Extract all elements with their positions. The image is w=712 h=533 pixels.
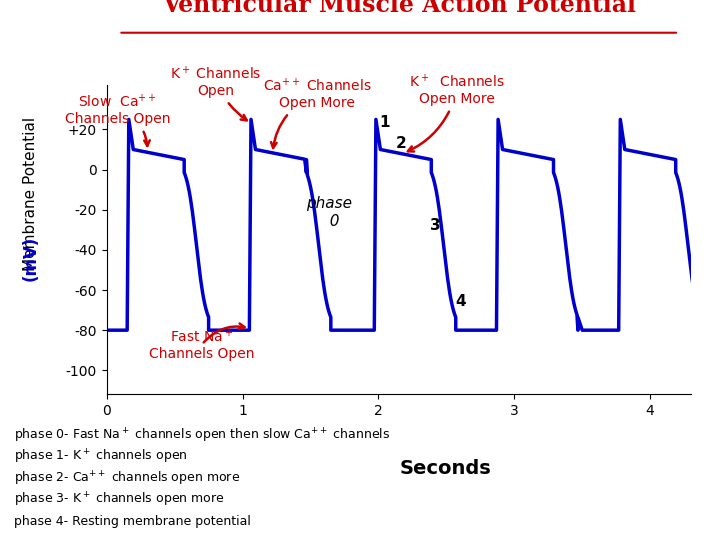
Text: (mV): (mV) <box>22 236 40 281</box>
Text: Fast Na$^+$
Channels Open: Fast Na$^+$ Channels Open <box>149 324 255 361</box>
Text: Seconds: Seconds <box>399 459 491 478</box>
Text: phase
  0: phase 0 <box>306 196 352 229</box>
Text: K$^+$  Channels
Open More: K$^+$ Channels Open More <box>408 73 505 151</box>
Text: 3: 3 <box>430 218 441 233</box>
Text: Ventricular Muscle Action Potential: Ventricular Muscle Action Potential <box>162 0 636 17</box>
Text: 1: 1 <box>379 116 390 131</box>
Text: 2: 2 <box>396 135 407 150</box>
Text: 4: 4 <box>456 294 466 309</box>
Text: phase 1- K$^+$ channels open: phase 1- K$^+$ channels open <box>14 448 188 466</box>
Text: Membrane Potential: Membrane Potential <box>23 116 38 271</box>
Text: Slow  Ca$^{++}$
Channels Open: Slow Ca$^{++}$ Channels Open <box>65 93 170 146</box>
Text: phase 4- Resting membrane potential: phase 4- Resting membrane potential <box>14 515 251 528</box>
Text: Ca$^{++}$ Channels
Open More: Ca$^{++}$ Channels Open More <box>263 77 372 148</box>
Text: phase 0- Fast Na$^+$ channels open then slow Ca$^{++}$ channels: phase 0- Fast Na$^+$ channels open then … <box>14 427 390 445</box>
Text: phase 2- Ca$^{++}$ channels open more: phase 2- Ca$^{++}$ channels open more <box>14 470 241 488</box>
Text: phase 3- K$^+$ channels open more: phase 3- K$^+$ channels open more <box>14 491 225 509</box>
Text: K$^+$ Channels
Open: K$^+$ Channels Open <box>169 65 261 120</box>
